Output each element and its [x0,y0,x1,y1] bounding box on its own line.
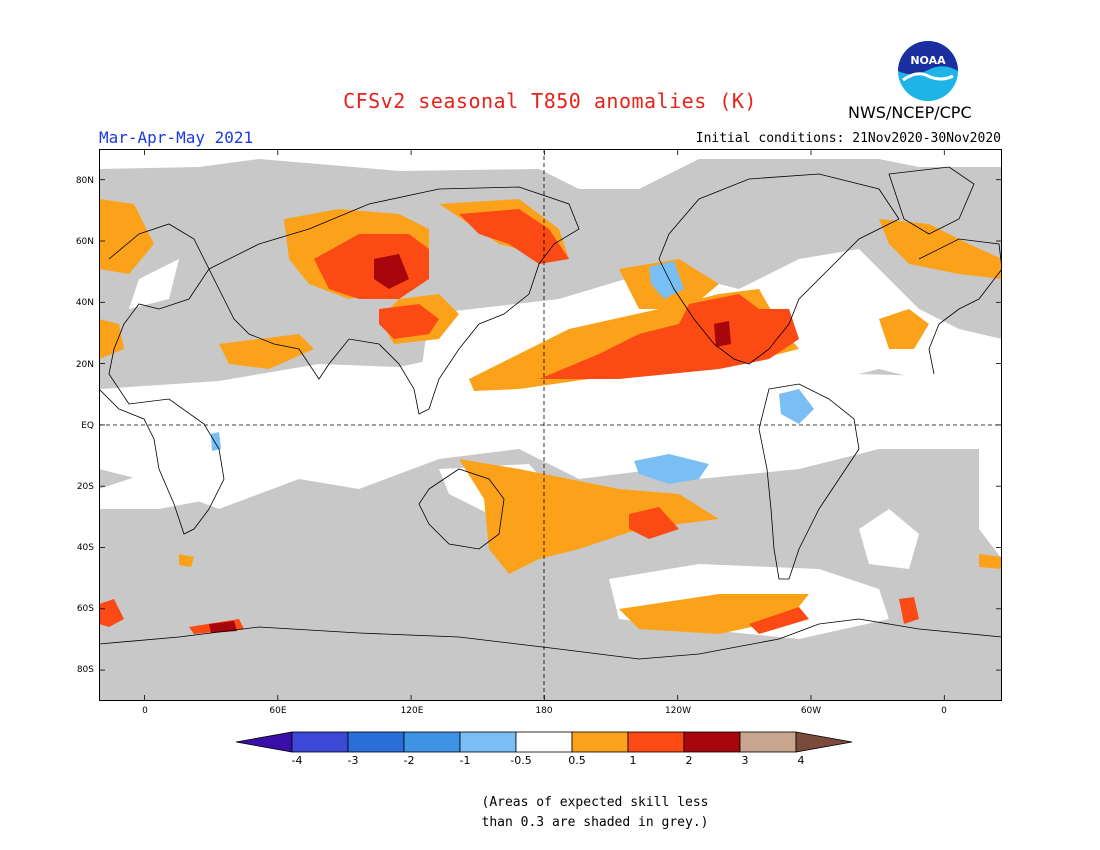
lat-tick-label: 20N [75,360,94,370]
lon-tick-label: 120E [400,706,424,716]
noaa-logo-icon: NOAA [898,41,958,101]
anomaly-map [99,149,1002,701]
lon-tick-label: 0 [941,706,947,716]
colorbar-swatch [291,731,349,753]
colorbar-swatch [459,731,517,753]
colorbar [236,731,853,753]
colorbar-swatch [571,731,629,753]
lon-tick-label: 0 [142,706,148,716]
page-title: CFSv2 seasonal T850 anomalies (K) [343,89,757,113]
colorbar-label: -0.5 [510,754,532,767]
colorbar-swatch [683,731,741,753]
colorbar-label: 4 [797,754,805,767]
lon-tick-label: 120W [664,706,692,716]
colorbar-swatch [236,731,293,753]
colorbar-label: -4 [291,754,303,767]
agency-label: NWS/NCEP/CPC [848,103,972,122]
lat-tick-label: 40S [76,543,94,553]
colorbar-swatch [739,731,797,753]
svg-text:NOAA: NOAA [910,54,946,67]
colorbar-label: -1 [459,754,471,767]
skill-note: (Areas of expected skill less than 0.3 a… [0,793,1100,833]
skill-note-line: than 0.3 are shaded in grey.) [481,815,709,830]
lon-tick-label: 180 [535,706,553,716]
colorbar-label: -2 [403,754,415,767]
colorbar-label: 3 [741,754,749,767]
colorbar-label: 2 [685,754,693,767]
lon-tick-label: 60W [800,706,822,716]
lat-tick-label: 80S [76,665,94,675]
lat-tick-label: 20S [76,482,94,492]
colorbar-label: 0.5 [568,754,586,767]
colorbar-swatch [795,731,853,753]
lat-tick-label: 40N [75,298,94,308]
colorbar-swatch [403,731,461,753]
lat-tick-label: 60N [75,237,94,247]
forecast-period: Mar-Apr-May 2021 [99,128,254,147]
colorbar-swatch [627,731,685,753]
lat-tick-label: 80N [75,176,94,186]
skill-note-line: (Areas of expected skill less [481,795,709,810]
lon-tick-label: 60E [269,706,287,716]
colorbar-label: 1 [629,754,637,767]
lat-tick-label: EQ [81,421,94,431]
lat-tick-label: 60S [76,604,94,614]
colorbar-swatch [347,731,405,753]
colorbar-swatch [515,731,573,753]
colorbar-label: -3 [347,754,359,767]
initial-conditions: Initial conditions: 21Nov2020-30Nov2020 [695,131,1001,146]
